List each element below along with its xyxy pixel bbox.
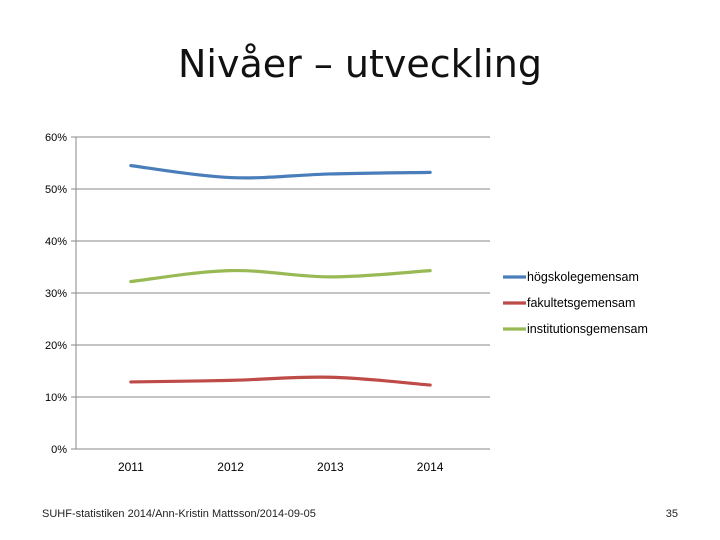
y-tick-label: 50% — [45, 184, 67, 196]
x-tick-label: 2014 — [417, 460, 444, 474]
legend-label: fakultetsgemensam — [527, 296, 635, 310]
page-number: 35 — [665, 508, 678, 520]
x-tick-label: 2012 — [217, 460, 244, 474]
x-tick-label: 2011 — [118, 460, 144, 474]
series-line-2 — [129, 375, 432, 387]
series-line-3 — [129, 268, 432, 284]
series-lines — [129, 164, 432, 387]
legend-label: högskolegemensam — [527, 270, 639, 284]
y-tick-label: 10% — [45, 392, 67, 404]
y-tick-label: 20% — [45, 340, 67, 352]
footer-credit: SUHF-statistiken 2014/Ann-Kristin Mattss… — [42, 508, 316, 520]
x-tick-label: 2013 — [317, 460, 344, 474]
y-tick-label: 40% — [45, 236, 67, 248]
legend-label: institutionsgemensam — [527, 322, 648, 336]
y-tick-label: 30% — [45, 288, 67, 300]
slide-title: Nivåer – utveckling — [178, 42, 542, 86]
legend: högskolegemensam fakultetsgemensam institu… — [503, 270, 648, 336]
gridlines — [76, 136, 490, 398]
series-line-1 — [129, 164, 432, 180]
y-tick-label: 60% — [45, 132, 67, 144]
axes: 0% 10% 20% 30% 40% 50% 60% 2011 2012 2013 2014 — [45, 132, 490, 474]
y-tick-label: 0% — [51, 444, 67, 456]
